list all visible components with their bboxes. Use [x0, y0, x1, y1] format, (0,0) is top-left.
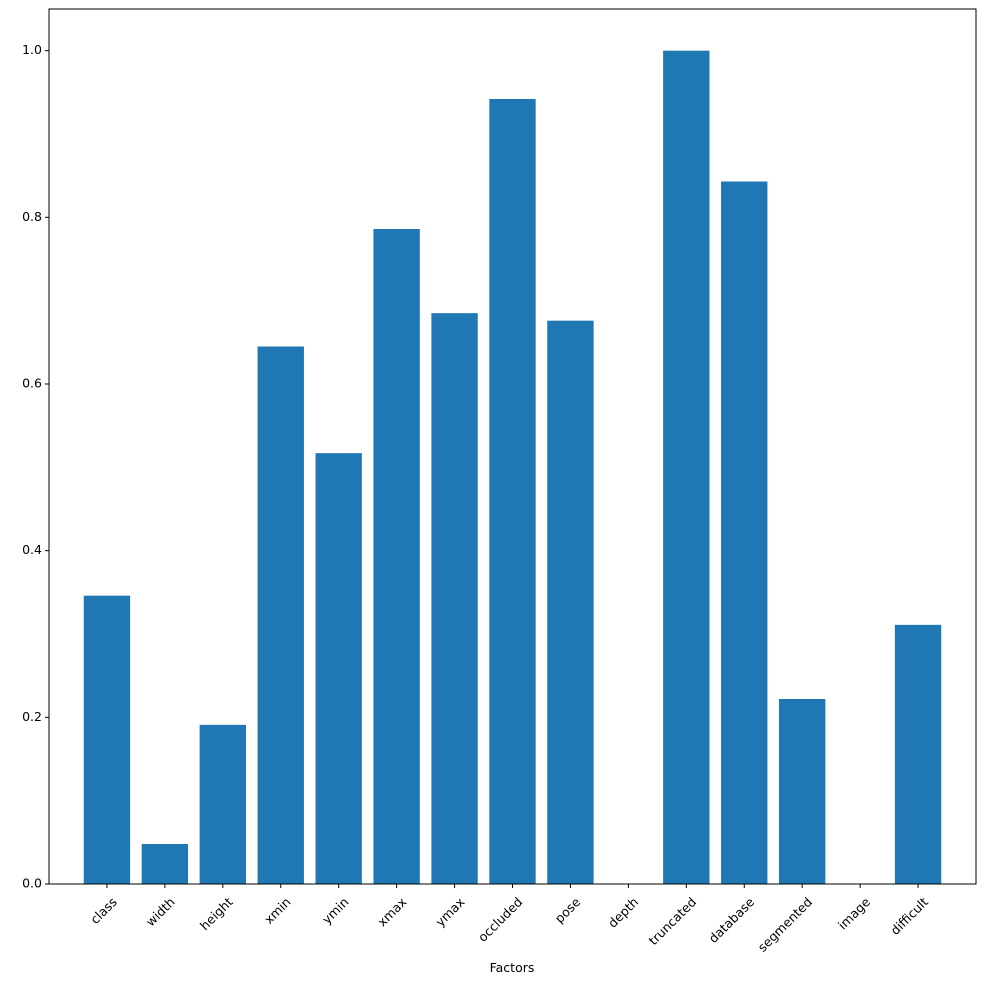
- x-axis-label: Factors: [490, 960, 535, 975]
- bar: [431, 313, 478, 885]
- x-tick-label: pose: [552, 894, 584, 926]
- bar: [315, 453, 362, 884]
- bar: [199, 724, 246, 884]
- x-tick-label: image: [835, 894, 873, 932]
- bar: [663, 50, 710, 884]
- x-tick-label: segmented: [755, 894, 815, 954]
- x-tick-label: ymin: [319, 894, 352, 927]
- bar: [547, 320, 594, 885]
- bar: [257, 346, 304, 884]
- bar: [83, 595, 131, 884]
- bar: [894, 624, 942, 884]
- bar: [721, 181, 768, 884]
- y-tick-label: 0.6: [22, 376, 42, 391]
- x-tick-label: ymax: [432, 894, 467, 929]
- y-tick-label: 0.8: [22, 209, 42, 224]
- x-tick-label: xmin: [261, 894, 294, 927]
- bar: [141, 844, 189, 884]
- plot-frame: [48, 8, 977, 885]
- x-tick-label: database: [706, 894, 758, 946]
- x-tick-label: xmax: [374, 894, 409, 929]
- y-tick-label: 0.0: [22, 876, 42, 891]
- x-tick-label: difficult: [887, 894, 931, 938]
- bar: [779, 699, 826, 884]
- x-tick-label: height: [197, 894, 236, 933]
- x-tick-label: occluded: [475, 894, 525, 944]
- bar: [489, 99, 536, 884]
- y-tick-label: 0.4: [22, 542, 42, 557]
- x-tick-label: depth: [605, 894, 641, 930]
- y-tick-label: 0.2: [22, 709, 42, 724]
- x-tick-label: width: [143, 894, 178, 929]
- bar: [373, 229, 420, 884]
- y-tick-label: 1.0: [22, 42, 42, 57]
- x-tick-label: class: [87, 894, 120, 927]
- x-tick-label: truncated: [646, 894, 700, 948]
